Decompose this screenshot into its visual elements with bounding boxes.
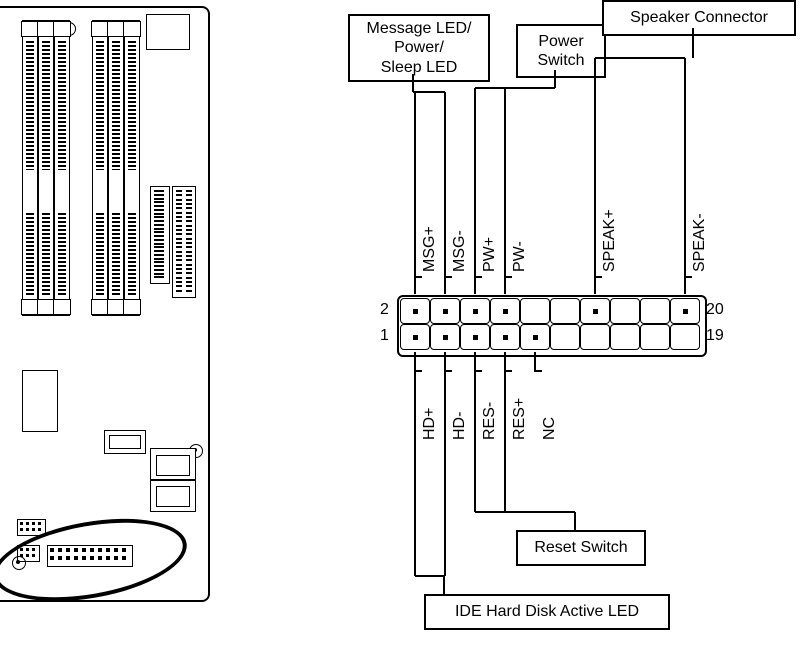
ram-slot (22, 20, 38, 316)
wire (412, 74, 414, 92)
wire (504, 370, 506, 440)
signal-stub (504, 276, 506, 294)
pin-number: 19 (706, 327, 724, 345)
wire (504, 440, 506, 512)
ram-slot (54, 20, 70, 316)
signal-label-bottom: NC (541, 417, 559, 440)
pin-dot (413, 335, 418, 340)
signal-label-bottom: RES- (481, 402, 499, 440)
pin-dot (533, 335, 538, 340)
wire (444, 92, 446, 204)
signal-label-top: PW- (511, 241, 529, 272)
signal-label-top: MSG- (451, 230, 469, 272)
wire (504, 88, 506, 276)
signal-stub (474, 352, 476, 370)
signal-label-bottom: HD- (451, 412, 469, 440)
signal-stub (504, 352, 506, 370)
wire (415, 575, 445, 577)
pin-dot (443, 309, 448, 314)
wire (505, 87, 555, 89)
wire (595, 57, 685, 59)
header-pin-top (640, 298, 670, 324)
signal-label-top: MSG+ (421, 226, 439, 272)
wire (554, 70, 556, 88)
wire (414, 370, 416, 576)
label-reset: Reset Switch (516, 530, 646, 566)
header-pin-top (610, 298, 640, 324)
signal-stub (414, 276, 416, 294)
io-notch (146, 14, 190, 50)
wire (444, 204, 446, 276)
signal-stub (474, 276, 476, 294)
pin-number: 1 (380, 327, 389, 345)
signal-stub (534, 352, 536, 370)
wire (414, 204, 416, 276)
signal-stub (594, 276, 596, 294)
wire (475, 511, 505, 513)
pin-dot (473, 335, 478, 340)
pin-dot (503, 309, 508, 314)
wire (444, 370, 446, 576)
wire (474, 370, 476, 440)
signal-stub (444, 352, 446, 370)
ram-slot (108, 20, 124, 316)
label-speaker: Speaker Connector (602, 0, 796, 36)
signal-label-top: SPEAK- (691, 213, 709, 272)
header-pin-bottom (610, 324, 640, 350)
pin-number: 20 (706, 301, 724, 319)
wire (594, 58, 596, 276)
signal-stub (444, 276, 446, 294)
signal-label-bottom: RES+ (511, 398, 529, 440)
dual-port (150, 448, 196, 512)
wire (414, 92, 416, 204)
pin-dot (593, 309, 598, 314)
wire (474, 88, 476, 276)
ram-slot (38, 20, 54, 316)
header-pin-top (520, 298, 550, 324)
header-pin-top (550, 298, 580, 324)
pin-dot (683, 309, 688, 314)
header-pin-bottom (670, 324, 700, 350)
chip-block (22, 370, 58, 432)
pin-dot (413, 309, 418, 314)
wire (684, 58, 686, 276)
signal-label-top: SPEAK+ (601, 209, 619, 272)
wire (574, 512, 576, 530)
aux-connector (172, 186, 196, 298)
header-pin-bottom (550, 324, 580, 350)
connector-cap (104, 430, 146, 454)
header-pin-bottom (640, 324, 670, 350)
pin-dot (503, 335, 508, 340)
header-pin-bottom (580, 324, 610, 350)
wire (474, 440, 476, 512)
label-pwsw: PowerSwitch (516, 24, 606, 78)
wire (692, 28, 694, 58)
pin-dot (443, 335, 448, 340)
signal-stub (414, 352, 416, 370)
label-msg: Message LED/Power/Sleep LED (348, 14, 490, 82)
aux-connector (150, 186, 170, 284)
pin-number: 2 (380, 301, 389, 319)
ram-slot (92, 20, 108, 316)
wire (413, 91, 445, 93)
signal-label-top: PW+ (481, 237, 499, 272)
signal-label-bottom: HD+ (421, 408, 439, 440)
wire (443, 576, 445, 594)
signal-stub (684, 276, 686, 294)
ram-slot (124, 20, 140, 316)
pin-dot (473, 309, 478, 314)
wire (475, 87, 505, 89)
label-hdd: IDE Hard Disk Active LED (424, 594, 670, 630)
wire (505, 511, 575, 513)
